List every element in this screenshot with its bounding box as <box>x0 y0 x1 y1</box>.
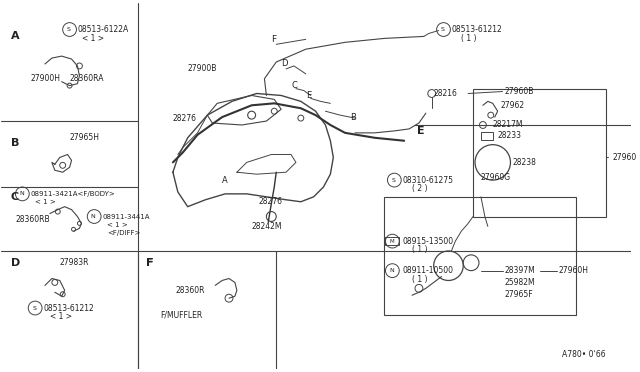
Text: D: D <box>281 60 287 68</box>
Text: ( 1 ): ( 1 ) <box>461 34 477 43</box>
Text: 27960B: 27960B <box>504 87 534 96</box>
Text: 08513-61212: 08513-61212 <box>43 304 94 312</box>
Bar <box>473 89 606 217</box>
Text: 27962: 27962 <box>500 101 525 110</box>
Text: F/MUFFLER: F/MUFFLER <box>160 310 202 320</box>
Text: 27900H: 27900H <box>30 74 60 83</box>
Text: 28233: 28233 <box>498 131 522 140</box>
Text: 28360R: 28360R <box>176 286 205 295</box>
Text: < 1 >: < 1 > <box>50 312 72 321</box>
Text: 27900B: 27900B <box>188 64 217 73</box>
Text: 28216: 28216 <box>434 89 458 98</box>
Text: 27983R: 27983R <box>60 258 89 267</box>
Bar <box>385 197 577 315</box>
Text: ( 1 ): ( 1 ) <box>412 275 428 284</box>
Text: 28397M: 28397M <box>504 266 535 275</box>
Text: B: B <box>10 138 19 148</box>
Bar <box>481 132 493 140</box>
Text: S: S <box>67 27 70 32</box>
Text: A: A <box>222 176 228 185</box>
Text: E: E <box>417 126 424 136</box>
Text: 08915-13500: 08915-13500 <box>402 237 453 246</box>
Text: 28238: 28238 <box>513 158 536 167</box>
Text: ( 1 ): ( 1 ) <box>412 246 428 254</box>
Text: 08911-10500: 08911-10500 <box>402 266 453 275</box>
Text: 27960G: 27960G <box>481 173 511 182</box>
Text: 28217M: 28217M <box>493 121 524 129</box>
Text: A780• 0‘66: A780• 0‘66 <box>563 350 606 359</box>
Text: F: F <box>147 258 154 268</box>
Text: C: C <box>291 81 297 90</box>
Text: D: D <box>10 258 20 268</box>
Text: <F/DIFF>: <F/DIFF> <box>107 230 140 236</box>
Text: F: F <box>271 35 276 44</box>
Text: N: N <box>19 191 24 196</box>
Text: 08513-61212: 08513-61212 <box>451 25 502 34</box>
Text: 27960: 27960 <box>613 153 637 162</box>
Text: < 1 >: < 1 > <box>35 199 56 205</box>
Text: N: N <box>389 268 394 273</box>
Text: 28276: 28276 <box>259 197 282 206</box>
Text: ( 2 ): ( 2 ) <box>412 185 428 193</box>
Text: 27965F: 27965F <box>504 290 533 299</box>
Text: B: B <box>350 113 356 122</box>
Text: 08911-3421A<F/BODY>: 08911-3421A<F/BODY> <box>30 191 115 197</box>
Text: 28276: 28276 <box>173 113 197 123</box>
Text: N: N <box>91 214 95 219</box>
Text: 28360RA: 28360RA <box>70 74 104 83</box>
Text: 27965H: 27965H <box>70 133 100 142</box>
Text: M: M <box>389 238 394 244</box>
Text: E: E <box>306 91 311 100</box>
Text: S: S <box>392 177 396 183</box>
Text: S: S <box>440 27 445 32</box>
Bar <box>385 237 399 245</box>
Text: F: F <box>147 258 154 268</box>
Text: 08911-3441A: 08911-3441A <box>102 214 150 219</box>
Text: < 1 >: < 1 > <box>83 34 104 43</box>
Text: 08513-6122A: 08513-6122A <box>77 25 129 34</box>
Text: 27960H: 27960H <box>559 266 589 275</box>
Text: 28360RB: 28360RB <box>15 215 50 224</box>
Text: 08310-61275: 08310-61275 <box>402 176 453 185</box>
Text: A: A <box>10 31 19 41</box>
Text: 25982M: 25982M <box>504 278 535 287</box>
Text: < 1 >: < 1 > <box>107 222 128 228</box>
Text: C: C <box>10 192 19 202</box>
Text: S: S <box>32 305 36 311</box>
Text: 28242M: 28242M <box>252 222 282 231</box>
